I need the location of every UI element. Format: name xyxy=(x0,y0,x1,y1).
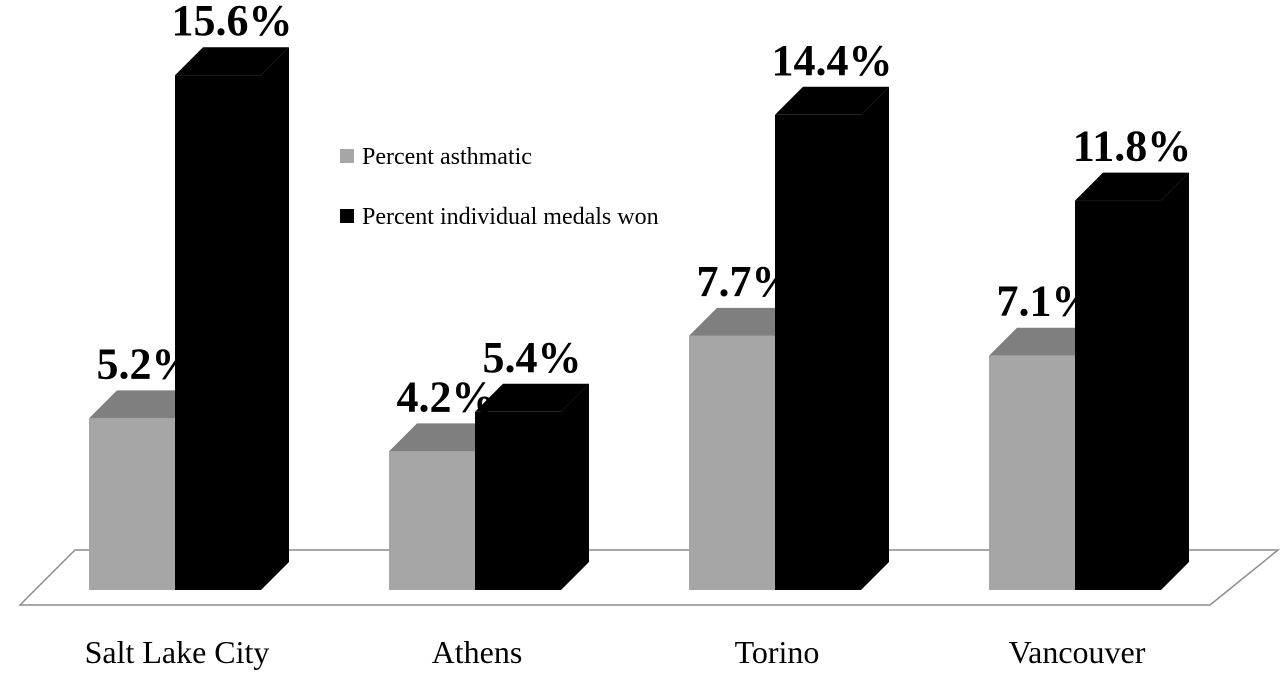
bar-1-0 xyxy=(175,47,289,590)
category-label-2: Torino xyxy=(735,634,820,670)
bar-1-1 xyxy=(475,383,589,590)
value-label-0-1: 4.2% xyxy=(397,372,496,421)
value-labels-group: 5.2% 15.6% 4.2%5.4% 7.7% 14.4% 7.1% 11.8% xyxy=(97,0,1192,421)
bar-1-2 xyxy=(775,86,889,591)
bar-1-3 xyxy=(1075,172,1189,590)
legend-label-1: Percent individual medals won xyxy=(362,204,659,230)
value-label-0-0: 5.2% xyxy=(97,339,196,388)
legend-item-0: Percent asthmatic xyxy=(340,144,532,170)
category-labels-group: Salt Lake City Athens Torino Vancouver xyxy=(85,634,1146,670)
bars-group xyxy=(89,47,1189,591)
category-label-1: Athens xyxy=(432,634,523,670)
value-label-1-0: 15.6% xyxy=(172,0,293,45)
value-label-0-3: 7.1% xyxy=(997,277,1096,326)
legend-swatch-1 xyxy=(340,209,354,223)
category-label-0: Salt Lake City xyxy=(85,634,270,670)
category-label-3: Vancouver xyxy=(1009,634,1146,670)
legend-label-0: Percent asthmatic xyxy=(362,144,532,170)
value-label-0-2: 7.7% xyxy=(697,257,796,306)
legend-item-1: Percent individual medals won xyxy=(340,204,659,230)
chart-floor xyxy=(18,549,1280,606)
value-label-1-2: 14.4% xyxy=(772,36,893,85)
value-label-1-1: 5.4% xyxy=(483,333,582,382)
legend: Percent asthmatic Percent individual meda… xyxy=(340,144,659,230)
value-label-1-3: 11.8% xyxy=(1073,122,1192,171)
legend-swatch-0 xyxy=(340,149,354,163)
